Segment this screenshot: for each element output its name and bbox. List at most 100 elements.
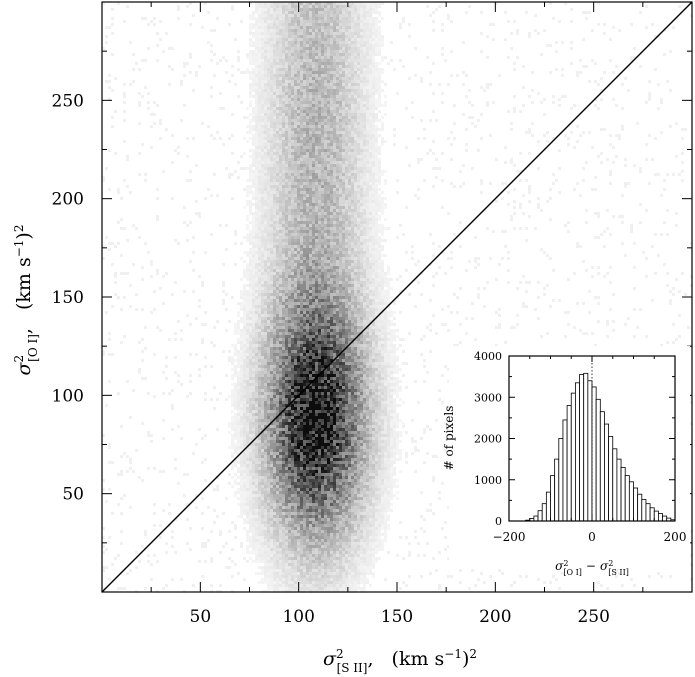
density-pixel (285, 581, 288, 584)
density-pixel (252, 416, 255, 419)
density-pixel (267, 542, 270, 545)
density-pixel (210, 134, 213, 137)
density-pixel (255, 551, 258, 554)
density-pixel (186, 503, 189, 506)
density-pixel (309, 236, 312, 239)
density-pixel (216, 62, 219, 65)
density-pixel (249, 230, 252, 233)
density-pixel (294, 212, 297, 215)
density-pixel (294, 158, 297, 161)
density-pixel (252, 341, 255, 344)
density-pixel (228, 23, 231, 26)
density-pixel (279, 110, 282, 113)
density-pixel (252, 35, 255, 38)
density-pixel (300, 20, 303, 23)
density-pixel (234, 344, 237, 347)
density-pixel (288, 458, 291, 461)
density-pixel (252, 140, 255, 143)
density-pixel (258, 545, 261, 548)
density-pixel (288, 425, 291, 428)
density-pixel (276, 371, 279, 374)
density-pixel (288, 95, 291, 98)
density-pixel (306, 332, 309, 335)
density-pixel (285, 227, 288, 230)
density-pixel (252, 110, 255, 113)
density-pixel (270, 242, 273, 245)
density-pixel (294, 485, 297, 488)
density-pixel (285, 407, 288, 410)
density-pixel (249, 242, 252, 245)
density-pixel (270, 572, 273, 575)
density-pixel (198, 65, 201, 68)
density-pixel (267, 368, 270, 371)
density-pixel (288, 299, 291, 302)
density-pixel (255, 305, 258, 308)
density-pixel (246, 479, 249, 482)
density-pixel (201, 338, 204, 341)
density-pixel (300, 275, 303, 278)
density-pixel (273, 365, 276, 368)
density-pixel (306, 464, 309, 467)
density-pixel (282, 311, 285, 314)
density-pixel (240, 395, 243, 398)
density-pixel (240, 347, 243, 350)
density-pixel (309, 284, 312, 287)
density-pixel (303, 341, 306, 344)
density-pixel (255, 230, 258, 233)
density-pixel (267, 44, 270, 47)
density-pixel (306, 221, 309, 224)
density-pixel (264, 98, 267, 101)
density-pixel (306, 212, 309, 215)
density-pixel (309, 146, 312, 149)
density-pixel (249, 350, 252, 353)
density-pixel (273, 224, 276, 227)
density-pixel (126, 155, 129, 158)
density-pixel (306, 29, 309, 32)
density-pixel (252, 461, 255, 464)
density-pixel (123, 272, 126, 275)
density-pixel (264, 386, 267, 389)
density-pixel (279, 137, 282, 140)
density-pixel (309, 341, 312, 344)
density-pixel (267, 476, 270, 479)
density-pixel (261, 572, 264, 575)
density-pixel (297, 503, 300, 506)
density-pixel (273, 377, 276, 380)
density-pixel (246, 185, 249, 188)
density-pixel (273, 266, 276, 269)
density-pixel (252, 281, 255, 284)
density-pixel (282, 341, 285, 344)
density-pixel (282, 449, 285, 452)
density-pixel (249, 437, 252, 440)
density-pixel (267, 383, 270, 386)
density-pixel (243, 425, 246, 428)
density-pixel (300, 347, 303, 350)
density-pixel (243, 449, 246, 452)
density-pixel (249, 455, 252, 458)
density-pixel (306, 2, 309, 5)
density-pixel (129, 461, 132, 464)
density-pixel (240, 293, 243, 296)
density-pixel (243, 350, 246, 353)
density-pixel (273, 212, 276, 215)
density-pixel (270, 149, 273, 152)
density-pixel (240, 515, 243, 518)
density-pixel (258, 302, 261, 305)
density-pixel (303, 551, 306, 554)
density-pixel (243, 344, 246, 347)
density-pixel (261, 374, 264, 377)
density-pixel (270, 311, 273, 314)
density-pixel (279, 383, 282, 386)
density-pixel (261, 371, 264, 374)
density-pixel (285, 584, 288, 587)
density-pixel (273, 41, 276, 44)
density-pixel (309, 437, 312, 440)
density-pixel (252, 272, 255, 275)
density-pixel (279, 116, 282, 119)
density-pixel (261, 62, 264, 65)
density-pixel (270, 206, 273, 209)
density-pixel (291, 314, 294, 317)
density-pixel (300, 128, 303, 131)
density-pixel (282, 146, 285, 149)
density-pixel (297, 92, 300, 95)
